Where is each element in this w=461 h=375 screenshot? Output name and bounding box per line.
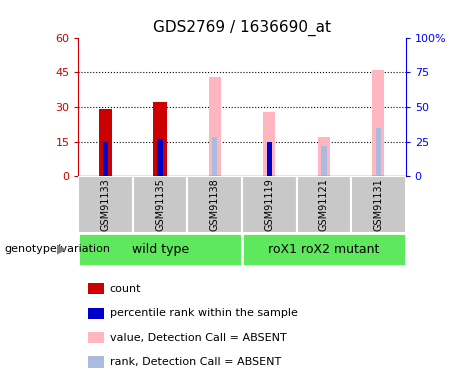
Text: count: count bbox=[110, 284, 141, 294]
Text: value, Detection Call = ABSENT: value, Detection Call = ABSENT bbox=[110, 333, 286, 342]
Bar bbox=[99, 109, 112, 176]
Bar bbox=[376, 128, 381, 176]
Title: GDS2769 / 1636690_at: GDS2769 / 1636690_at bbox=[153, 20, 331, 36]
Text: GSM91133: GSM91133 bbox=[100, 178, 111, 231]
Bar bbox=[321, 146, 326, 176]
FancyBboxPatch shape bbox=[351, 176, 406, 232]
Text: ▶: ▶ bbox=[58, 243, 67, 256]
Text: GSM91121: GSM91121 bbox=[319, 178, 329, 231]
Text: genotype/variation: genotype/variation bbox=[5, 244, 111, 254]
FancyBboxPatch shape bbox=[133, 176, 188, 232]
Bar bbox=[158, 139, 163, 176]
Text: GSM91131: GSM91131 bbox=[373, 178, 384, 231]
FancyBboxPatch shape bbox=[242, 176, 296, 232]
Bar bbox=[242, 232, 406, 266]
Bar bbox=[103, 142, 108, 176]
FancyBboxPatch shape bbox=[188, 176, 242, 232]
Bar bbox=[318, 137, 330, 176]
Bar bbox=[266, 142, 272, 176]
Bar bbox=[154, 102, 167, 176]
FancyBboxPatch shape bbox=[296, 176, 351, 232]
Text: rank, Detection Call = ABSENT: rank, Detection Call = ABSENT bbox=[110, 357, 281, 367]
Bar bbox=[78, 232, 242, 266]
Bar bbox=[372, 70, 384, 176]
Bar bbox=[263, 111, 275, 176]
Text: percentile rank within the sample: percentile rank within the sample bbox=[110, 308, 298, 318]
FancyBboxPatch shape bbox=[78, 176, 133, 232]
Bar bbox=[209, 77, 221, 176]
Text: roX1 roX2 mutant: roX1 roX2 mutant bbox=[268, 243, 379, 256]
Bar bbox=[212, 137, 218, 176]
Text: GSM91138: GSM91138 bbox=[210, 178, 220, 231]
Text: GSM91119: GSM91119 bbox=[264, 178, 274, 231]
Text: GSM91135: GSM91135 bbox=[155, 178, 165, 231]
Text: wild type: wild type bbox=[132, 243, 189, 256]
